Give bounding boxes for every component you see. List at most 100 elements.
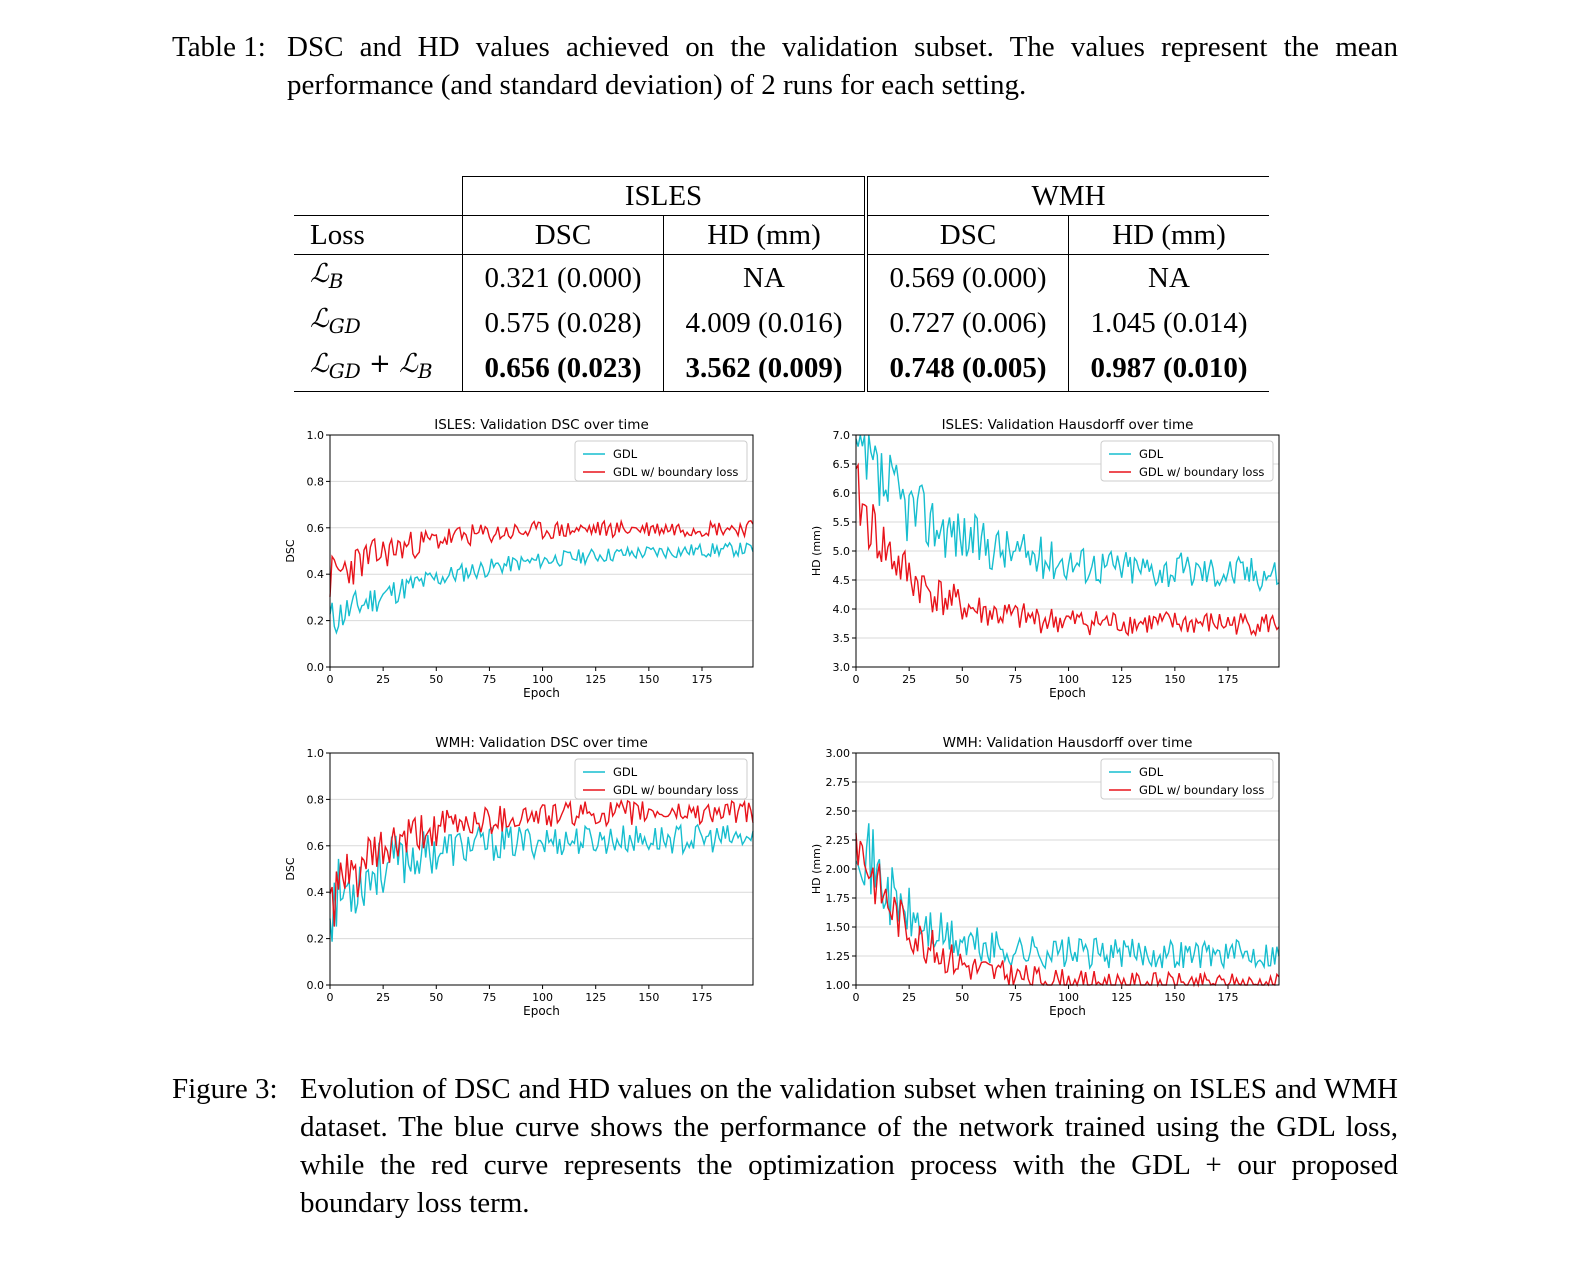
legend-box <box>574 440 748 482</box>
y-tick-label: 6.5 <box>833 458 851 471</box>
legend-label: GDL <box>613 765 638 779</box>
series-line-boundary <box>855 832 1280 988</box>
y-tick-label: 0.0 <box>307 661 325 674</box>
x-tick-label: 175 <box>1217 673 1238 686</box>
table-caption-label: Table 1: <box>172 31 266 63</box>
x-tick-label: 0 <box>327 991 334 1004</box>
y-tick-label: 1.0 <box>307 747 325 760</box>
x-tick-label: 25 <box>902 673 916 686</box>
x-tick-label: 100 <box>1058 991 1079 1004</box>
y-tick-label: 0.6 <box>307 522 325 535</box>
x-tick-label: 125 <box>585 991 606 1004</box>
x-tick-label: 175 <box>1217 991 1238 1004</box>
x-tick-label: 75 <box>1008 673 1022 686</box>
x-tick-label: 150 <box>638 991 659 1004</box>
group-header-isles: ISLES <box>462 176 866 216</box>
legend-label: GDL <box>613 447 638 461</box>
x-tick-label: 100 <box>532 673 553 686</box>
table-cell: 0.569 (0.000) <box>864 254 1069 301</box>
y-tick-label: 4.0 <box>833 603 851 616</box>
x-tick-label: 50 <box>955 991 969 1004</box>
y-tick-label: 2.25 <box>826 834 851 847</box>
y-axis-label: HD (mm) <box>810 526 823 576</box>
x-tick-label: 125 <box>1111 991 1132 1004</box>
figure-caption-text: Evolution of DSC and HD values on the va… <box>300 1073 1398 1219</box>
table-cell: NA <box>663 254 866 301</box>
chart-isles-dsc: 0.0 0.2 0.4 0.6 0.8 1.0 0 25 50 75 100 125 150 175 ISL… <box>284 417 754 700</box>
loss-cell: ℒB <box>310 259 344 294</box>
x-tick-label: 0 <box>327 673 334 686</box>
y-tick-label: 0.4 <box>307 568 325 581</box>
plot-frame <box>329 752 754 986</box>
y-tick-label: 2.75 <box>826 776 851 789</box>
table-cell: 3.562 (0.009) <box>663 345 866 392</box>
y-tick-label: 6.0 <box>833 487 851 500</box>
table-row: ℒGD 0.575 (0.028) 4.009 (0.016) 0.727 (0… <box>294 300 1269 346</box>
series-line-boundary <box>329 798 754 927</box>
y-tick-label: 3.5 <box>833 632 851 645</box>
column-header-wmh-dsc: DSC <box>864 215 1069 255</box>
results-table: ISLES WMH Loss DSC HD (mm) DSC HD (mm) ℒ… <box>294 176 1269 392</box>
chart-title: WMH: Validation DSC over time <box>435 735 648 751</box>
y-tick-label: 0.6 <box>307 840 325 853</box>
plot-frame <box>855 434 1280 668</box>
series-line-gdl <box>855 823 1280 970</box>
table-cell: 0.987 (0.010) <box>1068 345 1269 392</box>
y-tick-label: 1.0 <box>307 429 325 442</box>
x-axis-label: Epoch <box>523 686 560 700</box>
table-cell: 1.045 (0.014) <box>1068 300 1269 346</box>
y-tick-label: 1.25 <box>826 950 851 963</box>
y-tick-label: 3.0 <box>833 661 851 674</box>
x-tick-label: 125 <box>1111 673 1132 686</box>
x-tick-label: 150 <box>638 673 659 686</box>
y-tick-label: 4.5 <box>833 574 851 587</box>
x-tick-label: 175 <box>691 991 712 1004</box>
x-tick-label: 50 <box>955 673 969 686</box>
table-cell: NA <box>1068 254 1269 301</box>
legend-label: GDL w/ boundary loss <box>613 783 738 797</box>
x-tick-label: 25 <box>902 991 916 1004</box>
column-header-isles-hd: HD (mm) <box>663 215 866 255</box>
column-header-loss: Loss <box>294 215 463 255</box>
x-tick-label: 100 <box>1058 673 1079 686</box>
y-axis-label: DSC <box>284 539 297 562</box>
table-cell: 0.321 (0.000) <box>462 254 664 301</box>
chart-isles-hd: 3.0 3.5 4.0 4.5 5.0 5.5 6.0 6.5 7.0 0 25 50 75 100 125… <box>810 417 1280 700</box>
y-tick-label: 0.8 <box>307 793 325 806</box>
legend-box <box>1100 440 1274 482</box>
legend-box <box>1100 758 1274 800</box>
x-axis-label: Epoch <box>1049 1004 1086 1018</box>
x-tick-label: 75 <box>482 991 496 1004</box>
series-line-gdl <box>329 541 754 635</box>
y-tick-label: 5.5 <box>833 516 851 529</box>
y-tick-label: 1.50 <box>826 921 851 934</box>
x-tick-label: 75 <box>482 673 496 686</box>
y-axis-label: HD (mm) <box>810 844 823 894</box>
chart-wmh-hd: 1.00 1.25 1.50 1.75 2.00 2.25 2.50 2.75 3.00 0 25 5… <box>810 735 1280 1018</box>
figure-caption-label: Figure 3: <box>172 1073 278 1105</box>
y-tick-label: 0.8 <box>307 475 325 488</box>
chart-title: ISLES: Validation Hausdorff over time <box>942 417 1194 433</box>
plot-frame <box>329 434 754 668</box>
chart-title: WMH: Validation Hausdorff over time <box>943 735 1193 751</box>
legend-box <box>574 758 748 800</box>
y-tick-label: 0.0 <box>307 979 325 992</box>
y-tick-label: 0.2 <box>307 933 325 946</box>
x-tick-label: 150 <box>1164 673 1185 686</box>
loss-cell: ℒGD <box>310 304 361 339</box>
table-cell: 0.727 (0.006) <box>864 300 1069 346</box>
table-cell: 0.748 (0.005) <box>864 345 1069 392</box>
table-row: ℒGD + ℒB 0.656 (0.023) 3.562 (0.009) 0.7… <box>294 345 1269 392</box>
legend-label: GDL w/ boundary loss <box>1139 465 1264 479</box>
table-caption: Table 1: DSC and HD values achieved on t… <box>172 28 1398 108</box>
x-tick-label: 75 <box>1008 991 1022 1004</box>
y-tick-label: 0.2 <box>307 615 325 628</box>
x-tick-label: 25 <box>376 673 390 686</box>
group-header-wmh: WMH <box>864 176 1269 216</box>
plot-frame <box>855 752 1280 986</box>
legend-label: GDL w/ boundary loss <box>1139 783 1264 797</box>
y-tick-label: 3.00 <box>826 747 851 760</box>
legend-label: GDL w/ boundary loss <box>613 465 738 479</box>
x-tick-label: 100 <box>532 991 553 1004</box>
y-tick-label: 0.4 <box>307 886 325 899</box>
